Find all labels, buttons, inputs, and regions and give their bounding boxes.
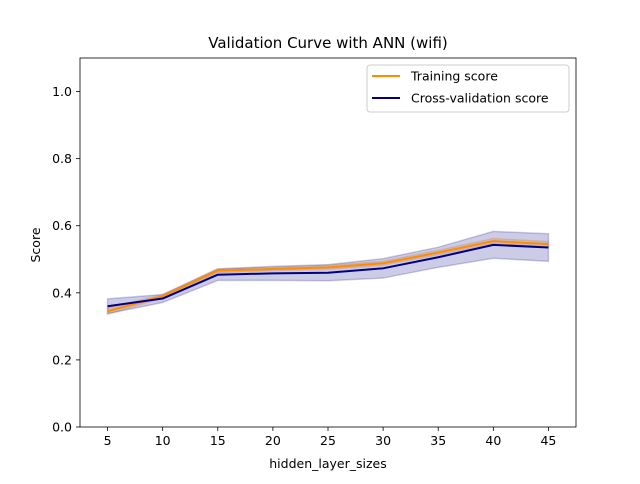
x-axis-label: hidden_layer_sizes bbox=[269, 456, 387, 471]
x-tick-label: 45 bbox=[540, 433, 556, 448]
x-tick-label: 40 bbox=[485, 433, 501, 448]
legend: Training score Cross-validation score bbox=[366, 64, 570, 113]
x-tick-label: 35 bbox=[430, 433, 446, 448]
series-lines bbox=[107, 240, 549, 313]
y-tick-label: 1.0 bbox=[52, 84, 72, 99]
y-tick-label: 0.2 bbox=[52, 352, 72, 367]
x-tick-label: 10 bbox=[155, 433, 171, 448]
legend-label: Training score bbox=[410, 69, 498, 84]
x-tick-label: 25 bbox=[320, 433, 336, 448]
y-axis-label: Score bbox=[28, 227, 43, 262]
y-tick-label: 0.4 bbox=[52, 285, 72, 300]
chart-title: Validation Curve with ANN (wifi) bbox=[208, 34, 448, 52]
y-axis-ticks: 0.0 0.2 0.4 0.6 0.8 1.0 bbox=[52, 84, 80, 435]
x-tick-label: 15 bbox=[210, 433, 226, 448]
x-tick-label: 30 bbox=[375, 433, 391, 448]
x-tick-label: 20 bbox=[265, 433, 281, 448]
y-tick-label: 0.0 bbox=[52, 420, 72, 435]
line-training bbox=[107, 240, 549, 313]
legend-box bbox=[366, 64, 570, 113]
x-axis-ticks: 5 10 15 20 25 30 35 40 45 bbox=[104, 427, 556, 448]
legend-label: Cross-validation score bbox=[411, 91, 549, 106]
y-tick-label: 0.6 bbox=[52, 218, 72, 233]
x-tick-label: 5 bbox=[104, 433, 112, 448]
y-tick-label: 0.8 bbox=[52, 151, 72, 166]
line-cross-validation bbox=[107, 243, 549, 308]
